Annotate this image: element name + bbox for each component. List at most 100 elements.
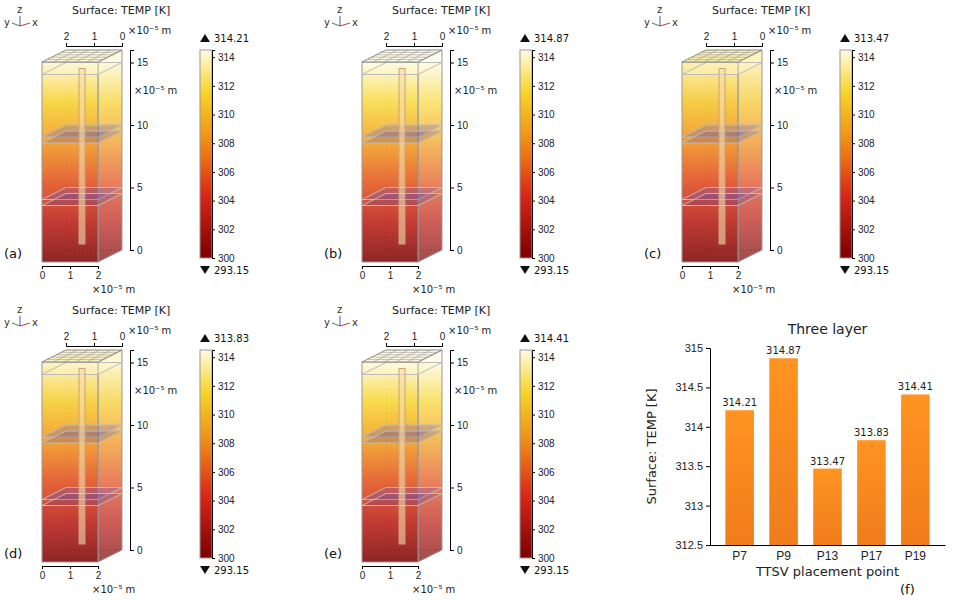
tick-label: 312: [218, 81, 235, 92]
tick-mark: [390, 566, 391, 569]
bar: [769, 358, 798, 545]
tick-label: 304: [538, 495, 555, 506]
tick-mark: [212, 558, 215, 559]
tick-mark: [130, 125, 134, 126]
tick-label: 306: [538, 467, 555, 478]
top-grid: [61, 352, 117, 353]
triad-label: y: [4, 17, 10, 28]
axis-line: [67, 343, 123, 347]
tick: 0: [130, 545, 143, 556]
tick-label: 312: [538, 381, 555, 392]
column: [682, 50, 762, 262]
tick-mark: [42, 566, 43, 569]
render-panel: yzxSurface: TEMP [K]051015×10⁻⁵ m012×10⁻…: [324, 4, 569, 295]
bar: [857, 440, 886, 545]
max-marker: [520, 334, 530, 342]
tick: 306: [532, 467, 555, 478]
tick-label: 314: [538, 352, 555, 363]
tick: 1: [412, 331, 418, 346]
tick: 10: [450, 120, 469, 131]
bar-chart: 314.21314.87313.47313.83314.41312.531331…: [644, 321, 946, 597]
tick-mark: [762, 43, 763, 46]
min-label: 293.15: [534, 265, 569, 276]
tick: 10: [770, 120, 789, 131]
tick-label: 300: [538, 553, 555, 564]
tick-mark: [852, 143, 855, 144]
tick: 312: [212, 381, 235, 392]
tick: 1: [92, 31, 98, 46]
panel-label: (b): [324, 246, 342, 261]
render-panel: yzxSurface: TEMP [K]051015×10⁻⁵ m012×10⁻…: [644, 4, 889, 295]
tick-mark: [450, 363, 454, 364]
top-axis: 012: [64, 331, 126, 347]
tick-label: 5: [457, 182, 463, 193]
colorbar-axis: 300302304306308310312314: [532, 351, 555, 564]
y-axis-title: Surface: TEMP [K]: [644, 388, 659, 504]
top-grid: [87, 350, 111, 362]
bar: [813, 469, 842, 545]
tick: P17: [861, 545, 883, 563]
tick-mark: [770, 250, 774, 251]
top-grid: [367, 359, 423, 360]
tick-label: 1: [732, 31, 738, 42]
tick: 308: [852, 138, 875, 149]
tick-mark: [450, 63, 454, 64]
x-axis-title: TTSV placement point: [755, 564, 899, 579]
tick-mark: [770, 63, 774, 64]
tick: 306: [852, 167, 875, 178]
tick: 2: [96, 566, 102, 581]
tick-mark: [532, 357, 535, 358]
tick-label: 1: [68, 570, 74, 581]
tick-mark: [212, 386, 215, 387]
tick-mark: [130, 425, 134, 426]
panel-label: (c): [644, 246, 661, 261]
tick-mark: [418, 566, 419, 569]
top-grid: [396, 50, 420, 62]
tick-mark: [852, 258, 855, 259]
tick-label: 304: [858, 195, 875, 206]
tsv: [399, 369, 405, 545]
triad-line: [660, 23, 670, 26]
tick-mark: [532, 501, 535, 502]
axis-line: [213, 51, 216, 259]
tick: 310: [852, 109, 875, 120]
tick-label: P19: [905, 549, 927, 563]
tick: 15: [450, 57, 469, 68]
tick: 15: [130, 57, 149, 68]
top-grid: [56, 354, 112, 355]
colorbar: [520, 50, 532, 258]
axis-line: [363, 267, 419, 270]
tick-label: 314: [218, 52, 235, 63]
render-panel: yzxSurface: TEMP [K]051015×10⁻⁵ m012×10⁻…: [324, 304, 569, 595]
triad-line: [12, 323, 20, 326]
tick-mark: [386, 343, 387, 346]
tick: 0: [770, 245, 783, 256]
tick-label: 0: [760, 31, 766, 42]
tick-label: P17: [861, 549, 883, 563]
z-axis: 051015: [130, 51, 149, 256]
top-grid: [373, 350, 397, 362]
triad-line: [660, 16, 661, 26]
triad-label: x: [352, 317, 358, 328]
tick: 15: [770, 57, 789, 68]
panel-label: (f): [900, 582, 915, 597]
tick-label: 300: [218, 253, 235, 264]
tick-mark: [212, 258, 215, 259]
tick: 0: [120, 31, 126, 46]
tick-label: 0: [40, 270, 46, 281]
tick: 0: [360, 566, 366, 581]
triad-label: z: [657, 4, 662, 15]
triad-line: [340, 316, 341, 326]
front-face: [362, 362, 418, 562]
triad-label: z: [337, 4, 342, 15]
axis-line: [131, 351, 135, 551]
tick: 310: [212, 109, 235, 120]
tick-mark: [706, 43, 707, 46]
tick-label: 2: [96, 270, 102, 281]
tick-label: 2: [416, 570, 422, 581]
triad-label: y: [644, 17, 650, 28]
top-axis: 012: [384, 31, 446, 47]
tick-mark: [94, 343, 95, 346]
axis-unit: ×10⁻⁵ m: [732, 284, 775, 295]
tick-label: 312: [218, 381, 235, 392]
